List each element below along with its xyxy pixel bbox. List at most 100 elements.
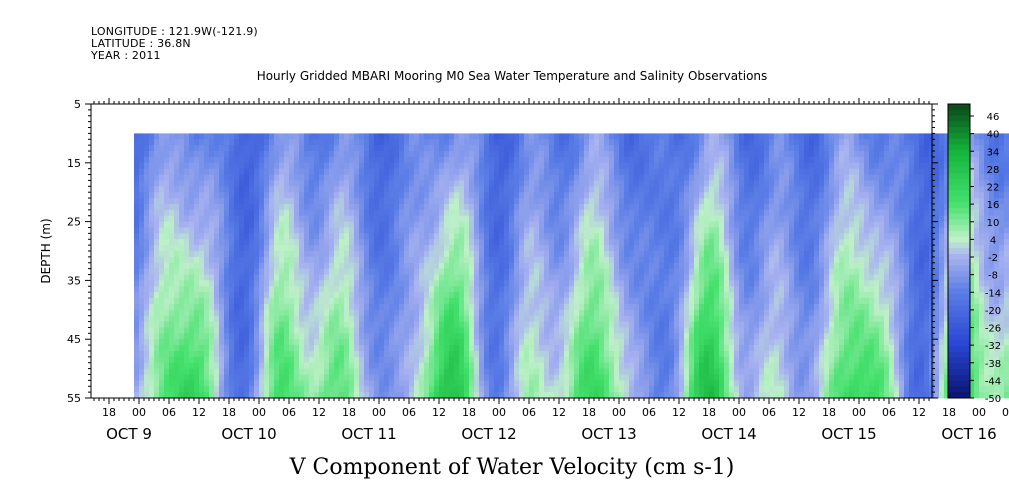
heatmap-cell [169,192,175,199]
heatmap-cell [144,280,150,287]
heatmap-cell [574,133,580,140]
heatmap-cell [649,162,655,170]
heatmap-cell [444,204,450,211]
heatmap-cell [509,174,515,181]
heatmap-cell [469,198,475,205]
heatmap-cell [634,351,640,358]
heatmap-cell [439,321,445,328]
heatmap-cell [674,315,680,322]
heatmap-cell [649,209,655,217]
heatmap-cell [614,156,620,164]
heatmap-cell [594,251,600,258]
heatmap-cell [524,139,530,146]
heatmap-cell [399,162,405,170]
heatmap-cell [314,309,320,317]
heatmap-cell [439,309,445,317]
heatmap-cell [419,345,425,352]
heatmap-cell [479,286,485,293]
heatmap-cell [574,198,580,205]
heatmap-cell [519,198,525,205]
heatmap-cell [189,386,195,393]
heatmap-cell [464,239,470,246]
heatmap-cell [354,374,360,381]
heatmap-cell [644,268,650,275]
heatmap-cell [359,351,365,358]
heatmap-cell [424,339,430,346]
heatmap-cell [449,392,455,399]
heatmap-cell [239,186,245,193]
heatmap-cell [589,204,595,211]
heatmap-cell [669,256,675,264]
heatmap-cell [234,251,240,258]
heatmap-cell [329,162,335,170]
heatmap-cell [224,345,230,352]
heatmap-cell [299,392,305,399]
heatmap-cell [644,309,650,317]
heatmap-cell [154,221,160,228]
heatmap-cell [534,392,540,399]
heatmap-cell [674,292,680,299]
heatmap-cell [224,268,230,275]
heatmap-cell [609,380,615,387]
heatmap-cell [599,368,605,375]
heatmap-cell [394,368,400,375]
heatmap-cell [389,156,395,164]
heatmap-cell [214,245,220,252]
heatmap-cell [559,286,565,293]
heatmap-cell [669,309,675,317]
heatmap-cell [414,321,420,328]
heatmap-cell [344,209,350,217]
heatmap-cell [244,133,250,140]
heatmap-cell [439,292,445,299]
heatmap-cell [379,139,385,146]
heatmap-cell [274,227,280,234]
heatmap-cell [519,351,525,358]
heatmap-cell [354,204,360,211]
heatmap-cell [674,192,680,199]
heatmap-cell [269,339,275,346]
heatmap-cell [364,327,370,334]
heatmap-cell [609,374,615,381]
heatmap-cell [504,386,510,393]
heatmap-cell [419,268,425,275]
heatmap-cell [609,233,615,240]
heatmap-cell [154,139,160,146]
heatmap-cell [554,215,560,222]
heatmap-cell [154,215,160,222]
heatmap-cell [384,256,390,264]
heatmap-cell [334,256,340,264]
heatmap-cell [594,145,600,152]
heatmap-cell [599,351,605,358]
heatmap-cell [424,204,430,211]
heatmap-cell [269,374,275,381]
heatmap-cell [539,292,545,299]
heatmap-cell [574,315,580,322]
heatmap-cell [314,227,320,234]
heatmap-cell [384,333,390,340]
heatmap-cell [314,298,320,305]
heatmap-cell [134,292,140,299]
heatmap-cell [469,368,475,375]
heatmap-cell [514,151,520,158]
heatmap-cell [394,139,400,146]
heatmap-cell [444,362,450,369]
heatmap-cell [449,327,455,334]
heatmap-cell [469,286,475,293]
heatmap-cell [459,133,465,140]
heatmap-cell [559,321,565,328]
heatmap-cell [319,351,325,358]
heatmap-cell [524,321,530,328]
heatmap-cell [184,351,190,358]
heatmap-cell [549,256,555,264]
heatmap-cell [304,321,310,328]
heatmap-cell [214,339,220,346]
heatmap-cell [514,321,520,328]
heatmap-cell [579,298,585,305]
heatmap-cell [409,233,415,240]
heatmap-cell [544,298,550,305]
heatmap-cell [554,315,560,322]
heatmap-cell [164,245,170,252]
heatmap-cell [569,139,575,146]
heatmap-cell [314,174,320,181]
heatmap-cell [654,239,660,246]
